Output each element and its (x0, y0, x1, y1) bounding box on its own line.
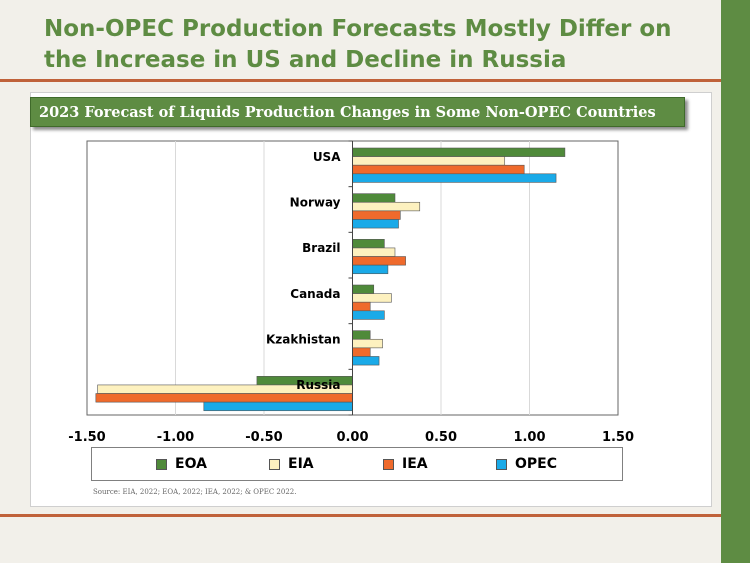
category-label-kzakhistan: Kzakhistan (266, 333, 341, 347)
legend-swatch-eoa (156, 458, 167, 470)
category-label-canada: Canada (290, 287, 340, 301)
bar-opec-usa (352, 173, 557, 183)
slide-title-line-1: Non-OPEC Production Forecasts Mostly Dif… (44, 16, 672, 42)
bar-eoa-canada (352, 284, 375, 294)
bar-eia-usa (352, 156, 506, 166)
x-tick-label: -1.00 (157, 430, 194, 445)
category-label-brazil: Brazil (302, 241, 340, 255)
bar-eoa-usa (352, 147, 566, 157)
bar-opec-russia (203, 401, 353, 412)
slide-title-line-2: the Increase in US and Decline in Russia (44, 47, 567, 73)
bar-iea-brazil (352, 256, 406, 266)
bar-eoa-brazil (352, 239, 385, 249)
bar-opec-kzakhistan (352, 356, 380, 366)
x-tick-label: -0.50 (245, 430, 282, 445)
legend-swatch-iea (383, 458, 394, 470)
bar-opec-brazil (352, 264, 389, 275)
bar-eia-kzakhistan (352, 338, 383, 349)
category-label-usa: USA (313, 150, 341, 164)
x-tick-label: 1.50 (602, 430, 634, 445)
source-note: Source: EIA, 2022; EOA, 2022; IEA, 2022;… (93, 488, 297, 496)
category-label-russia: Russia (296, 378, 340, 392)
legend-label-eia: EIA (288, 456, 314, 472)
x-tick-label: 0.00 (336, 430, 368, 445)
legend-label-opec: OPEC (515, 456, 557, 472)
legend-item-eoa: EOA (156, 456, 207, 472)
legend-swatch-eia (269, 458, 280, 470)
legend-swatch-opec (496, 458, 507, 470)
bar-eia-canada (352, 293, 392, 303)
bar-iea-norway (352, 210, 401, 220)
chart-title: 2023 Forecast of Liquids Production Chan… (30, 97, 685, 127)
bar-iea-canada (352, 301, 371, 312)
bar-eoa-norway (352, 193, 396, 203)
bar-opec-canada (352, 310, 385, 320)
bar-iea-kzakhistan (352, 347, 371, 357)
category-label-norway: Norway (290, 196, 341, 210)
top-divider (0, 79, 721, 82)
legend-item-opec: OPEC (496, 456, 557, 472)
x-tick-label: 1.00 (513, 430, 545, 445)
bar-opec-norway (352, 219, 399, 229)
x-tick-label: -1.50 (68, 430, 105, 445)
x-tick-label: 0.50 (425, 430, 457, 445)
legend-item-iea: IEA (383, 456, 428, 472)
bar-iea-usa (352, 164, 525, 175)
slide-title: Non-OPEC Production Forecasts Mostly Dif… (44, 14, 714, 76)
bar-eia-norway (352, 201, 421, 212)
legend: EOA EIA IEA OPEC (91, 447, 623, 481)
side-accent-bar (721, 0, 750, 563)
bar-iea-russia (95, 393, 353, 403)
legend-label-iea: IEA (402, 456, 428, 472)
bottom-divider (0, 514, 721, 517)
legend-label-eoa: EOA (175, 456, 207, 472)
legend-item-eia: EIA (269, 456, 314, 472)
bar-eoa-kzakhistan (352, 330, 371, 340)
bar-eia-brazil (352, 247, 396, 257)
